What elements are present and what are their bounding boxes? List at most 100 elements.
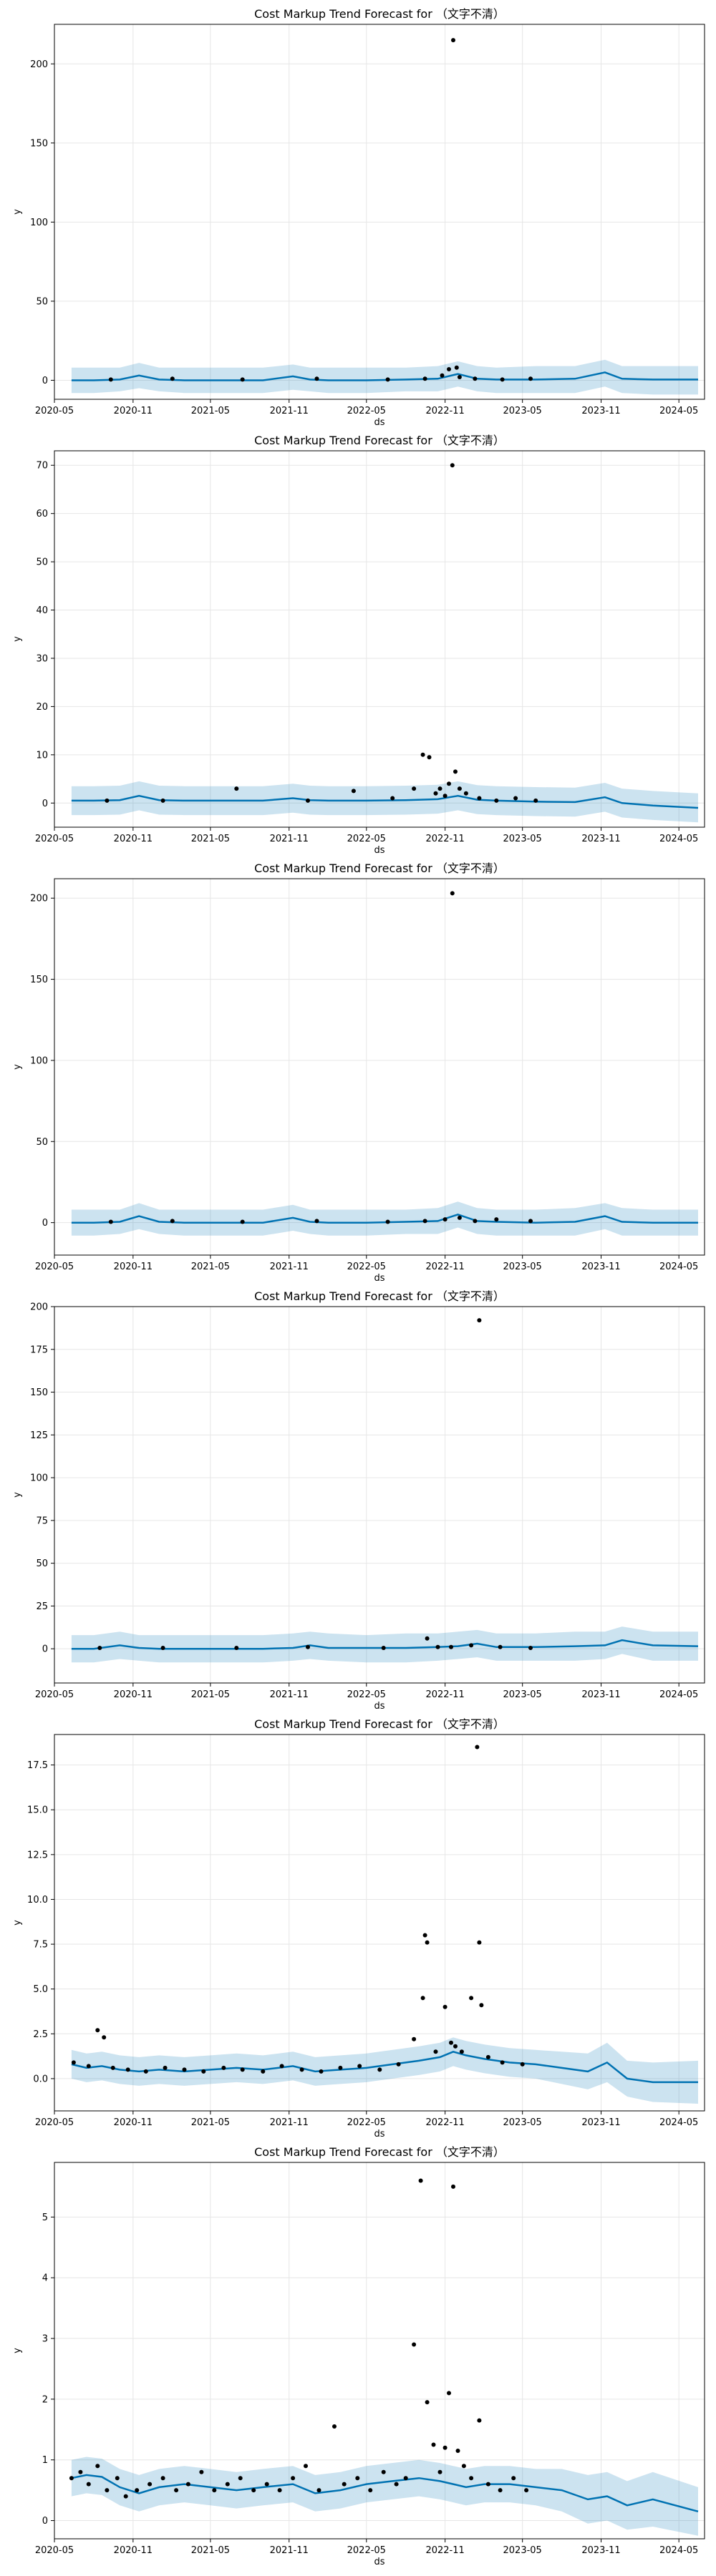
observed-point bbox=[381, 2469, 386, 2474]
x-tick-label: 2023-05 bbox=[503, 1689, 542, 1700]
x-tick-label: 2024-05 bbox=[659, 406, 698, 416]
observed-point bbox=[412, 2036, 417, 2041]
observed-point bbox=[115, 2476, 120, 2481]
y-tick-label: 150 bbox=[30, 975, 48, 985]
x-tick-label: 2023-05 bbox=[503, 834, 542, 844]
observed-point bbox=[277, 2488, 282, 2493]
x-tick-label: 2022-05 bbox=[347, 1689, 386, 1700]
forecast-line bbox=[71, 2050, 698, 2084]
x-tick-label: 2021-05 bbox=[191, 406, 230, 416]
observed-point bbox=[437, 786, 442, 791]
x-axis-label: ds bbox=[374, 2129, 384, 2140]
observed-point bbox=[291, 2476, 296, 2481]
observed-point bbox=[442, 2445, 448, 2450]
y-tick-label: 200 bbox=[30, 1302, 48, 1313]
observed-point bbox=[449, 1644, 453, 1649]
y-tick-label: 5.0 bbox=[33, 1984, 48, 1995]
observed-point bbox=[412, 2342, 417, 2347]
observed-point bbox=[437, 2469, 442, 2474]
y-tick-label: 2 bbox=[42, 2394, 48, 2405]
chart-title: Cost Markup Trend Forecast for （文字不清） bbox=[254, 2145, 505, 2159]
observed-point bbox=[314, 1219, 319, 1224]
x-tick-label: 2021-11 bbox=[270, 1689, 309, 1700]
y-tick-label: 1 bbox=[42, 2455, 48, 2466]
observed-point bbox=[240, 2067, 245, 2072]
observed-point bbox=[170, 1219, 175, 1224]
forecast-chart: 2020-05 2020-11 2021-05 2021-11 2022-05 2022-… bbox=[12, 1289, 705, 1712]
observed-point bbox=[454, 365, 459, 370]
plot-frame bbox=[54, 1734, 705, 2112]
y-tick-label: 75 bbox=[36, 1516, 48, 1526]
x-tick-label: 2023-11 bbox=[581, 834, 620, 844]
observed-point bbox=[425, 2400, 430, 2405]
observed-point bbox=[69, 2476, 74, 2481]
observed-point bbox=[225, 2482, 230, 2487]
y-tick-label: 4 bbox=[42, 2273, 48, 2284]
x-tick-label: 2021-05 bbox=[191, 1689, 230, 1700]
observed-point bbox=[160, 2476, 165, 2481]
x-tick-label: 2024-05 bbox=[659, 2117, 698, 2128]
observed-point bbox=[477, 2418, 482, 2423]
observed-point bbox=[338, 2065, 343, 2070]
x-axis-label: ds bbox=[374, 417, 384, 428]
y-tick-label: 2.5 bbox=[33, 2029, 48, 2040]
observed-point bbox=[494, 1217, 499, 1222]
observed-point bbox=[170, 376, 175, 381]
observed-point bbox=[420, 752, 425, 757]
observed-point bbox=[533, 798, 538, 803]
x-tick-label: 2020-05 bbox=[35, 1689, 74, 1700]
y-axis-label: y bbox=[12, 1064, 23, 1070]
observed-point bbox=[442, 2004, 448, 2009]
chart-title: Cost Markup Trend Forecast for （文字不清） bbox=[254, 7, 505, 21]
observed-point bbox=[316, 2488, 321, 2493]
forecast-line bbox=[71, 2474, 699, 2513]
x-tick-label: 2023-05 bbox=[503, 2545, 542, 2556]
observed-point bbox=[447, 781, 451, 786]
observed-point bbox=[422, 1219, 427, 1224]
observed-point bbox=[451, 2184, 455, 2189]
observed-point bbox=[306, 798, 310, 803]
x-tick-label: 2023-11 bbox=[581, 1262, 620, 1272]
observed-point bbox=[442, 1217, 448, 1222]
observed-point bbox=[368, 2488, 373, 2493]
x-tick-label: 2022-11 bbox=[425, 2545, 464, 2556]
x-tick-label: 2022-05 bbox=[347, 406, 386, 416]
y-tick-label: 200 bbox=[30, 894, 48, 904]
chart-title: Cost Markup Trend Forecast for （文字不清） bbox=[254, 1717, 505, 1731]
forecast-line bbox=[71, 371, 698, 381]
observed-point bbox=[461, 2464, 466, 2469]
x-tick-label: 2023-05 bbox=[503, 1262, 542, 1272]
observed-point bbox=[221, 2065, 226, 2070]
x-tick-label: 2022-05 bbox=[347, 1262, 386, 1272]
observed-point bbox=[199, 2469, 204, 2474]
observed-point bbox=[494, 798, 499, 803]
y-tick-label: 25 bbox=[36, 1601, 48, 1612]
y-tick-label: 10 bbox=[36, 750, 48, 761]
x-tick-label: 2021-11 bbox=[270, 1262, 309, 1272]
y-axis-label: y bbox=[12, 1920, 23, 1926]
y-tick-label: 125 bbox=[30, 1430, 48, 1441]
x-axis-label: ds bbox=[374, 845, 384, 856]
observed-point bbox=[450, 891, 455, 896]
x-tick-label: 2020-11 bbox=[114, 834, 153, 844]
observed-point bbox=[86, 2482, 91, 2487]
forecast-chart: 2020-05 2020-11 2021-05 2021-11 2022-05 2022-… bbox=[12, 1717, 705, 2140]
y-tick-label: 20 bbox=[36, 702, 48, 713]
observed-point bbox=[135, 2488, 140, 2493]
observed-point bbox=[498, 1644, 503, 1649]
observed-point bbox=[212, 2488, 217, 2493]
observed-point bbox=[377, 2067, 382, 2072]
observed-point bbox=[182, 2067, 187, 2072]
chart-title: Cost Markup Trend Forecast for （文字不清） bbox=[254, 1289, 505, 1303]
x-tick-label: 2023-11 bbox=[581, 2117, 620, 2128]
forecast-chart: 2020-05 2020-11 2021-05 2021-11 2022-05 2022-… bbox=[12, 2145, 705, 2567]
x-tick-label: 2023-11 bbox=[581, 1689, 620, 1700]
x-tick-label: 2020-11 bbox=[114, 2545, 153, 2556]
x-tick-label: 2021-05 bbox=[191, 2545, 230, 2556]
observed-point bbox=[513, 796, 518, 801]
plot-frame bbox=[54, 1306, 705, 1684]
observed-point bbox=[394, 2482, 399, 2487]
x-tick-label: 2022-05 bbox=[347, 2545, 386, 2556]
forecast-line bbox=[71, 1213, 698, 1224]
